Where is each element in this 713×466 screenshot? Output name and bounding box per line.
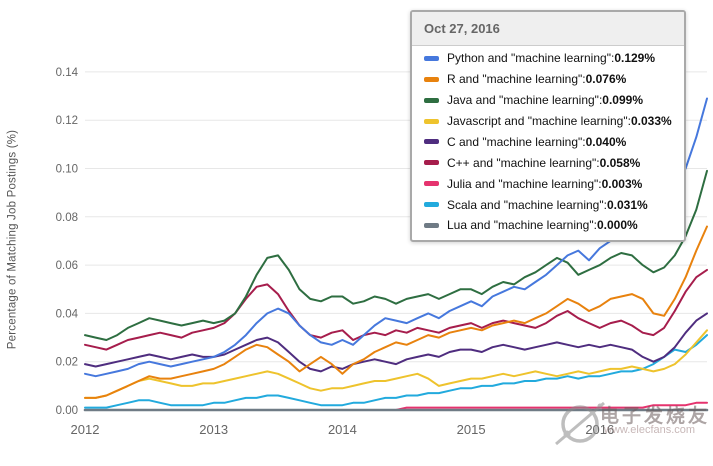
tooltip-legend: Python and "machine learning" : 0.129% R … [424,48,678,236]
tooltip-entry-value: 0.000% [596,218,638,233]
tooltip-entry-separator: : [603,197,607,212]
y-tick-label: 0.00 [56,405,78,417]
series-color-swatch [424,202,439,208]
tooltip-entry-value: 0.003% [601,176,643,191]
tooltip-entry-value: 0.058% [599,155,641,170]
tooltip-entry-label: C and "machine learning" [447,134,583,149]
series-line-python[interactable] [84,97,708,378]
series-color-swatch [424,160,439,166]
tooltip-entry-label: Julia and "machine learning" [447,176,599,191]
tooltip-entry-value: 0.040% [585,134,627,149]
y-tick-label: 0.14 [56,67,79,79]
series-color-swatch [424,97,439,103]
tooltip-entry-scala: Scala and "machine learning" : 0.031% [424,198,678,212]
y-tick-label: 0.06 [56,260,78,272]
tooltip-entry-label: C++ and "machine learning" [447,155,597,170]
x-tick-label-2013: 2013 [199,422,228,437]
series-line-cpp[interactable] [84,268,708,351]
tooltip-entry-separator: : [582,134,586,149]
y-tick-label: 0.02 [56,357,78,369]
job-trends-chart: Percentage of Matching Job Postings (%) … [6,10,709,446]
tooltip-entry-python: Python and "machine learning" : 0.129% [424,51,678,65]
tooltip-entry-value: 0.076% [585,72,627,87]
tooltip-entry-label: R and "machine learning" [447,72,583,87]
series-line-c[interactable] [84,312,708,373]
tooltip-entry-value: 0.033% [630,114,672,129]
tooltip-entry-value: 0.129% [614,51,656,66]
tooltip-entry-separator: : [582,72,586,87]
series-color-swatch [424,181,439,187]
tooltip-entry-separator: : [610,51,615,66]
tooltip-entry-lua: Lua and "machine learning" : 0.000% [424,218,678,232]
series-color-swatch [424,222,439,228]
tooltip-entry-separator: : [598,93,603,108]
series-color-swatch [424,139,439,145]
series-line-r[interactable] [84,225,708,399]
series-color-swatch [424,118,439,124]
x-tick-label-2012: 2012 [71,422,100,437]
tooltip-entry-r: R and "machine learning" : 0.076% [424,72,678,86]
tooltip-entry-julia: Julia and "machine learning" : 0.003% [424,177,678,191]
tooltip-entry-separator: : [598,176,602,191]
tooltip-entry-value: 0.031% [606,197,648,212]
tooltip-entry-label: Javascript and "machine learning" [447,114,628,129]
series-line-scala[interactable] [84,334,708,409]
tooltip-entry-label: Scala and "machine learning" [447,197,604,212]
tooltip-entry-separator: : [596,155,600,170]
series-color-swatch [424,55,439,61]
y-tick-label: 0.10 [56,164,78,176]
tooltip-entry-separator: : [593,218,597,233]
tooltip-entry-value: 0.099% [602,93,643,108]
date-tooltip: Oct 27, 2016 Python and "machine learnin… [410,10,686,242]
tooltip-entry-c: C and "machine learning" : 0.040% [424,135,678,149]
tooltip-entry-cpp: C++ and "machine learning" : 0.058% [424,156,678,170]
tooltip-entry-java: Java and "machine learning" : 0.099% [424,93,678,107]
series-color-swatch [424,76,439,82]
tooltip-entry-label: Lua and "machine learning" [447,218,594,233]
y-tick-label: 0.08 [56,212,78,224]
tooltip-entry-label: Java and "machine learning" [447,93,599,108]
tooltip-entry-javascript: Javascript and "machine learning" : 0.03… [424,114,678,128]
tooltip-date: Oct 27, 2016 [412,12,684,46]
series-line-javascript[interactable] [84,329,708,399]
tooltip-entry-label: Python and "machine learning" [447,51,611,66]
y-tick-label: 0.12 [56,115,78,127]
series-line-java[interactable] [84,169,708,341]
tooltip-entry-separator: : [627,114,631,129]
x-tick-label-2016: 2016 [585,422,614,437]
x-tick-label-2014: 2014 [328,422,357,437]
x-tick-label-2015: 2015 [457,422,486,437]
y-tick-label: 0.04 [56,308,79,320]
